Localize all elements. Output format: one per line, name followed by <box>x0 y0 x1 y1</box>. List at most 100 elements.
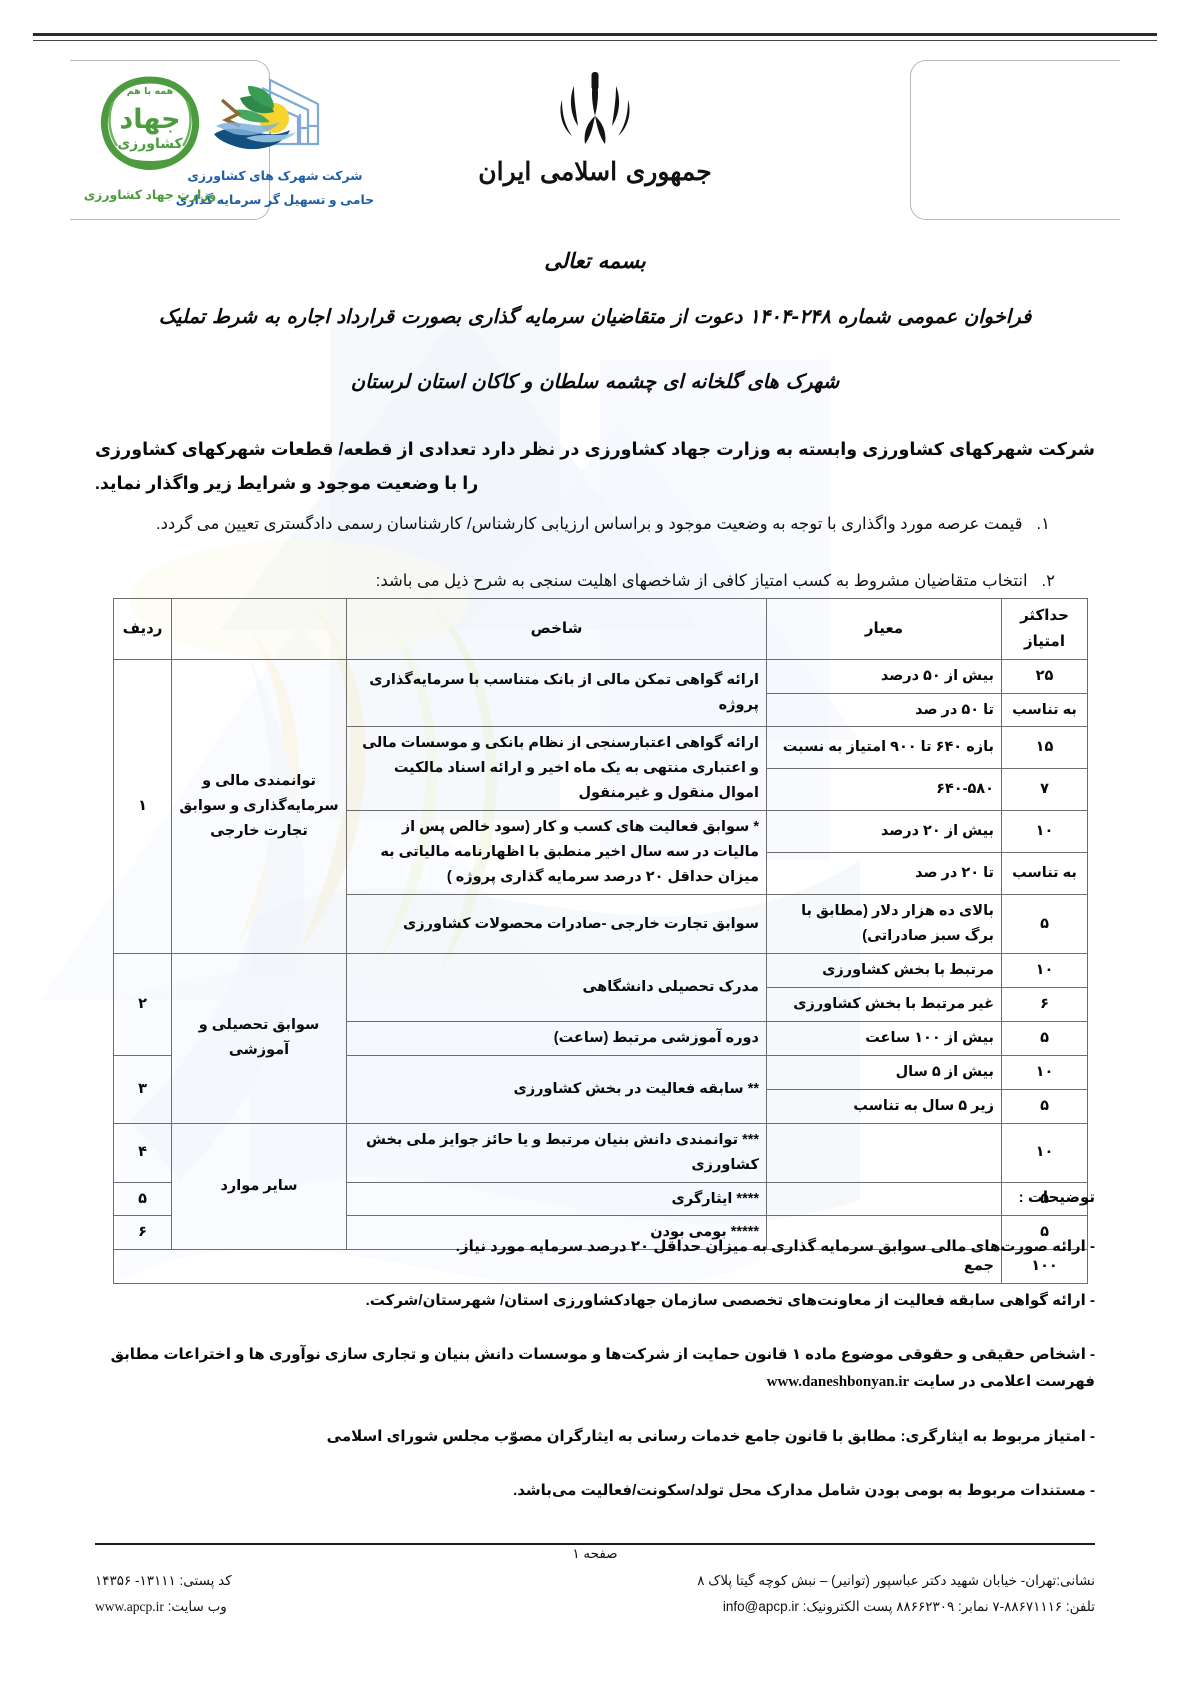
cell-index: ** سابقه فعالیت در بخش کشاورزی <box>346 1054 767 1124</box>
cell-row-number: ۵ <box>113 1181 172 1217</box>
notes-title: توضیحات : <box>1018 1189 1095 1206</box>
header-criterion: معیار <box>766 598 1002 660</box>
cell-index: * سوابق فعالیت های کسب و کار (سود خالص پ… <box>346 810 767 896</box>
cell-row-number: ۱ <box>113 658 172 954</box>
cell-max-score: ۵ <box>1001 1020 1088 1056</box>
jahad-keshavarzi-emblem-icon: جهاد کشاورزی همه با هم <box>100 76 199 170</box>
cell-criterion: بیش از ۲۰ درصد <box>766 810 1002 854</box>
svg-text:جهاد: جهاد <box>119 104 180 135</box>
agricultural-townships-logo-icon <box>214 78 320 150</box>
table-row: به تناسب تا ۵۰ در صد <box>114 692 1088 728</box>
cell-criterion: مرتبط با بخش کشاورزی <box>766 952 1002 988</box>
center-emblem-caption: جمهوری اسلامی ایران <box>478 157 712 186</box>
cell-criterion: تا ۲۰ در صد <box>766 852 1002 896</box>
table-row: ۱۰ مرتبط با بخش کشاورزی مدرک تحصیلی دانشگا… <box>113 952 1088 1124</box>
cell-max-score: ۷ <box>1001 768 1088 812</box>
table-row: ۲۵ بیش از ۵۰ درصد ارائه گواهی تمکن مالی از… <box>113 658 1088 954</box>
table-row: ۱۰ *** توانمندی دانش بنیان مرتبط و یا حائ… <box>113 1122 1088 1251</box>
cell-criterion: بیش از ۱۰۰ ساعت <box>766 1020 1002 1056</box>
footer-website-row: وب سایت: www.apcp.ir <box>95 1594 395 1620</box>
list-item-1-text: قیمت عرصه مورد واگذاری با توجه به وضعیت … <box>155 515 1023 533</box>
cell-row-number: ۳ <box>113 1054 172 1124</box>
footer-contact-block: نشانی:تهران- خیابان شهید دکتر عباسپور (ت… <box>435 1568 1095 1621</box>
footer-address: نشانی:تهران- خیابان شهید دکتر عباسپور (ت… <box>697 1573 1095 1588</box>
header-max-score: حداکثر امتیاز <box>1001 598 1088 660</box>
svg-text:همه با هم: همه با هم <box>126 86 173 97</box>
basmala-heading: بسمه تعالی <box>544 248 646 273</box>
right-logo-block: جهاد کشاورزی همه با هم وزارت جهاد کشاورز… <box>35 68 265 202</box>
header-category <box>171 598 347 660</box>
cell-sum-label: جمع <box>113 1249 1002 1285</box>
footer-website-link[interactable]: www.apcp.ir <box>95 1599 164 1615</box>
cell-category: سوابق تحصیلی و آموزشی <box>171 952 347 1124</box>
note-2: - ارائه گواهی سابقه فعالیت از معاونت‌های… <box>365 1291 1095 1309</box>
cell-index: ارائه گواهی تمکن مالی از بانک متناسب با … <box>346 658 767 728</box>
cell-criterion: ۶۴۰-۵۸۰ <box>766 768 1002 812</box>
list-item-1: ۱. قیمت عرصه مورد واگذاری با توجه به وضع… <box>130 508 1050 540</box>
cell-criterion: بیش از ۵۰ درصد <box>766 658 1002 694</box>
cell-criterion: بالای ده هزار دلار (مطابق با برگ سبز صاد… <box>766 894 1002 954</box>
left-logo-caption-line1: شرکت شهرک های کشاورزی <box>187 169 363 183</box>
footer-postal-block: کد پستی: ۱۳۱۱۱- ۱۴۳۵۶ وب سایت: www.apcp.… <box>95 1568 395 1621</box>
cell-index: مدرک تحصیلی دانشگاهی <box>346 952 767 1022</box>
table-body: ۲ ۵ بیش از ۵۰ درصد ارائه گواهی تمکن مالی از… <box>113 658 1088 1285</box>
cell-max-score: ۱۰ <box>1001 810 1088 854</box>
cell-max-score: ۵ <box>1001 1215 1088 1251</box>
sites-heading: شهرک های گلخانه ای چشمه سلطان و کاکان اس… <box>350 370 840 393</box>
list-item-2-text: انتخاب متقاضیان مشروط به کسب امتیاز کافی… <box>375 572 1028 590</box>
footer-phone-email: تلفن: ۸۸۶۷۱۱۱۶-۷ نمابر: ۸۸۶۶۲۳۰۹ پست الک… <box>722 1599 1095 1615</box>
cell-category: سایر موارد <box>171 1122 347 1251</box>
cell-row-number: ۶ <box>113 1215 172 1251</box>
cell-max-score: ۱۰ <box>1001 1122 1088 1183</box>
header-row-number: ردیف <box>113 598 172 660</box>
top-rule-thin <box>33 40 1157 41</box>
top-rule-thick <box>33 33 1157 36</box>
header-index: شاخص <box>346 598 767 660</box>
daneshbonyan-website-link[interactable]: www.daneshbonyan.ir <box>766 1374 910 1391</box>
right-logo-caption: وزارت جهاد کشاورزی <box>83 188 217 202</box>
cell-criterion: زیر ۵ سال به تناسب <box>766 1088 1002 1124</box>
cell-index: دوره آموزشی مرتبط (ساعت) <box>346 1020 767 1056</box>
cell-criterion: غیر مرتبط با بخش کشاورزی <box>766 986 1002 1022</box>
table-row: ۵ بالای ده هزار دلار (مطابق با برگ سبز صا… <box>114 894 1088 954</box>
cell-row-number: ۲ <box>113 952 172 1056</box>
left-logo-block: شرکت شهرک های کشاورزی حامی و تسهیل گر سر… <box>155 70 395 213</box>
cell-max-score: ۶ <box>1001 986 1088 1022</box>
footer-website-label: وب سایت: <box>167 1599 227 1615</box>
table-row: ۱۵ بازه ۶۴۰ تا ۹۰۰ امتیاز به نسبت ارائه گو… <box>114 726 1088 812</box>
cell-index: ارائه گواهی اعتبارسنجی از نظام بانکی و م… <box>346 726 767 812</box>
svg-text:کشاورزی: کشاورزی <box>117 136 183 152</box>
cell-criterion: تا ۵۰ در صد <box>766 692 1002 728</box>
note-1: - ارائه صورت‌های مالی سوابق سرمایه گذاری… <box>455 1238 1095 1255</box>
cell-index: *** توانمندی دانش بنیان مرتبط و یا حائز … <box>346 1122 767 1183</box>
list-item-1-number: ۱. <box>1036 515 1050 533</box>
document-footer: نشانی:تهران- خیابان شهید دکتر عباسپور (ت… <box>95 1568 1095 1621</box>
cell-criterion: بازه ۶۴۰ تا ۹۰۰ امتیاز به نسبت <box>766 726 1002 770</box>
cell-max-score: به تناسب <box>1001 692 1088 728</box>
cell-max-score: ۵ <box>1001 1088 1088 1124</box>
cell-max-score: ۱۰ <box>1001 1054 1088 1090</box>
cell-max-score: ۱۰ <box>1001 952 1088 988</box>
table-row: ۱۰ بیش از ۵ سال ** سابقه فعالیت در بخش کشا… <box>113 1054 1088 1124</box>
cell-max-score: ۱۵ <box>1001 726 1088 770</box>
intro-paragraph: شرکت شهرکهای کشاورزی وابسته به وزارت جها… <box>95 439 1095 494</box>
cell-max-score: ۵ <box>1001 894 1088 954</box>
cell-sum-value: ۱۰۰ <box>1001 1249 1088 1285</box>
cell-criterion: بیش از ۵ سال <box>766 1054 1002 1090</box>
document-header: شرکت شهرک های کشاورزی حامی و تسهیل گر سر… <box>70 60 1120 235</box>
list-item-2: ۲. انتخاب متقاضیان مشروط به کسب امتیاز ک… <box>255 565 1055 597</box>
list-item-2-number: ۲. <box>1041 572 1055 590</box>
cell-criterion <box>766 1122 1002 1183</box>
note-3: - اشخاص حقیقی و حقوقی موضوع ماده ۱ قانون… <box>95 1341 1095 1398</box>
left-logo-caption-line2: حامی و تسهیل گر سرمایه گذاری <box>175 192 375 207</box>
cell-max-score: ۵ <box>1001 1181 1088 1217</box>
table-row: ۶ غیر مرتبط با بخش کشاورزی <box>114 986 1088 1022</box>
iran-emblem-icon <box>560 72 630 144</box>
table-head: حداکثر امتیاز معیار شاخص ردیف <box>113 598 1088 660</box>
footer-divider <box>95 1543 1095 1545</box>
note-3-text: - اشخاص حقیقی و حقوقی موضوع ماده ۱ قانون… <box>110 1345 1095 1391</box>
cell-index: سوابق تجارت خارجی -صادرات محصولات کشاورز… <box>346 894 767 954</box>
table-row: ۵ زیر ۵ سال به تناسب <box>114 1088 1088 1124</box>
note-4: - امتیاز مربوط به ایثارگری: مطابق با قان… <box>326 1428 1095 1445</box>
